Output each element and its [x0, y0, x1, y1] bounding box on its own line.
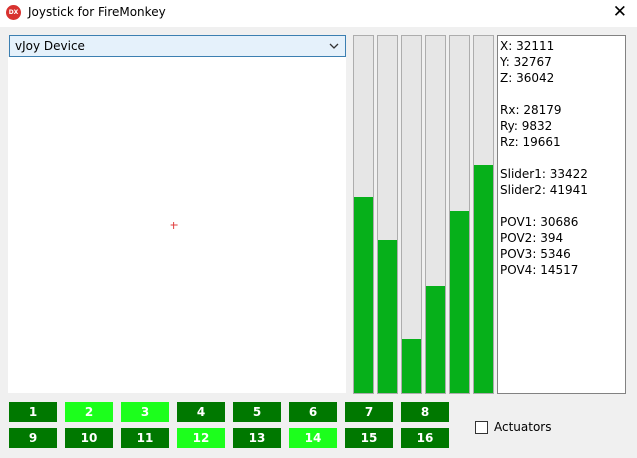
readout-line: X: 32111: [500, 38, 623, 54]
readout-line: Slider2: 41941: [500, 182, 623, 198]
close-button[interactable]: ✕: [612, 2, 627, 22]
spacer: [500, 198, 623, 214]
readout-value: 32111: [516, 39, 555, 53]
joystick-button[interactable]: 9: [9, 428, 57, 448]
readout-panel: X: 32111 Y: 32767 Z: 36042 Rx: 28179 Ry: 983…: [497, 35, 626, 394]
readout-value: 30686: [540, 215, 579, 229]
readout-name: POV3:: [500, 247, 537, 261]
readout-name: Ry:: [500, 119, 518, 133]
readout-name: X:: [500, 39, 513, 53]
joystick-button[interactable]: 11: [121, 428, 169, 448]
crosshair: [170, 221, 178, 229]
readout-name: POV2:: [500, 231, 537, 245]
readout-value: 19661: [522, 135, 561, 149]
device-select[interactable]: vJoy Device: [9, 35, 346, 57]
readout-line: POV2: 394: [500, 230, 623, 246]
crosshair-layer: [170, 221, 178, 229]
joystick-button[interactable]: 13: [233, 428, 281, 448]
readout-name: Rz:: [500, 135, 519, 149]
joystick-button[interactable]: 2: [65, 402, 113, 422]
readout-value: 14517: [540, 263, 579, 277]
readout-line: POV3: 5346: [500, 246, 623, 262]
axis-bar-fill: [354, 196, 373, 393]
spacer: [500, 86, 623, 102]
readout-line: POV1: 30686: [500, 214, 623, 230]
joystick-button[interactable]: 6: [289, 402, 337, 422]
readout-value: 5346: [540, 247, 571, 261]
axis-bar-track: [425, 35, 446, 394]
readout-line: Y: 32767: [500, 54, 623, 70]
window-title: Joystick for FireMonkey: [28, 5, 166, 19]
readout-name: Rx:: [500, 103, 520, 117]
readout-name: Slider2:: [500, 183, 546, 197]
readout-value: 41941: [549, 183, 588, 197]
readout-value: 36042: [516, 71, 555, 85]
readout-line: Rz: 19661: [500, 134, 623, 150]
joystick-button[interactable]: 16: [401, 428, 449, 448]
axis-bar-track: [401, 35, 422, 394]
readout-name: POV1:: [500, 215, 537, 229]
joystick-button[interactable]: 3: [121, 402, 169, 422]
joystick-button[interactable]: 10: [65, 428, 113, 448]
dropdown-arrow: [329, 43, 339, 49]
axis-bar-fill: [474, 164, 493, 393]
readout-line: POV4: 14517: [500, 262, 623, 278]
app-icon: DX: [6, 5, 21, 20]
device-select-text: vJoy Device: [15, 39, 85, 53]
readout-value: 32767: [513, 55, 552, 69]
readout-value: 33422: [549, 167, 588, 181]
readout-value: 28179: [523, 103, 562, 117]
joystick-button[interactable]: 4: [177, 402, 225, 422]
joystick-button[interactable]: 1: [9, 402, 57, 422]
axis-bar-track: [353, 35, 374, 394]
readout-line: Slider1: 33422: [500, 166, 623, 182]
axis-bar-track: [473, 35, 494, 394]
axis-bar-fill: [450, 210, 469, 393]
axis-bar-track: [449, 35, 470, 394]
readout-name: POV4:: [500, 263, 537, 277]
readout-value: 394: [540, 231, 564, 245]
joystick-button[interactable]: 15: [345, 428, 393, 448]
joystick-button[interactable]: 14: [289, 428, 337, 448]
readout-name: Y:: [500, 55, 510, 69]
axis-bar-fill: [378, 239, 397, 393]
readout-line: Ry: 9832: [500, 118, 623, 134]
spacer: [500, 150, 623, 166]
readout-line: Rx: 28179: [500, 102, 623, 118]
readout-line: Z: 36042: [500, 70, 623, 86]
axis-bar-fill: [402, 339, 421, 393]
title-bar: DX Joystick for FireMonkey ✕: [0, 0, 637, 27]
joystick-button[interactable]: 8: [401, 402, 449, 422]
axis-bar-track: [377, 35, 398, 394]
axis-bar-fill: [426, 285, 445, 393]
actuators-label[interactable]: Actuators: [494, 420, 552, 434]
position-canvas: [8, 57, 346, 393]
readout-name: Z:: [500, 71, 513, 85]
joystick-button[interactable]: 7: [345, 402, 393, 422]
readout-name: Slider1:: [500, 167, 546, 181]
joystick-button[interactable]: 12: [177, 428, 225, 448]
readout-value: 9832: [521, 119, 553, 133]
actuators-checkbox[interactable]: [475, 421, 488, 434]
joystick-button[interactable]: 5: [233, 402, 281, 422]
